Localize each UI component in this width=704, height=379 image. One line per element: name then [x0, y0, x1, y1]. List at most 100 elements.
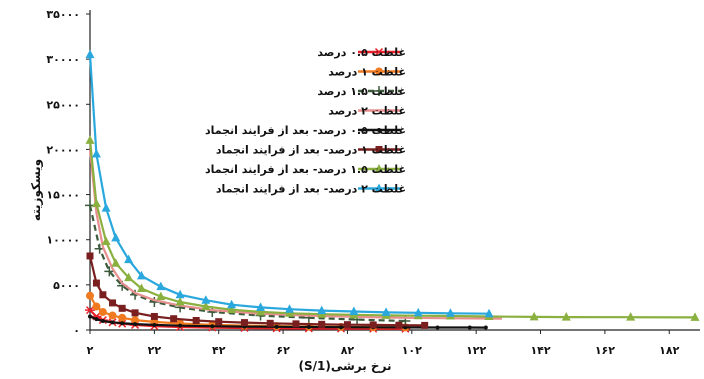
- data-point: [175, 297, 185, 306]
- y-tick-label: ۱۵۰۰۰: [46, 189, 80, 202]
- x-tick-label: ۱۲۲: [466, 344, 486, 357]
- data-point: [369, 321, 377, 329]
- data-point: [85, 135, 95, 144]
- x-tick-label: ۱۸۲: [659, 344, 679, 357]
- legend-label: غلظت ۲ درصد- بعد از فرایند انجماد: [216, 183, 406, 196]
- data-point: [215, 318, 223, 326]
- legend-item: غلظت ۱.۵ درصد: [317, 85, 406, 98]
- data-point: [92, 302, 101, 311]
- legend-marker: [374, 47, 384, 57]
- legend-item: غلظت ۲ درصد- بعد از فرایند انجماد: [216, 183, 406, 196]
- legend-marker: [377, 128, 381, 132]
- data-point: [175, 289, 185, 299]
- legend-marker: [375, 146, 383, 153]
- data-point: [170, 315, 178, 323]
- legend-label: غلظت ۰.۵ درصد- بعد از فرایند انجماد: [205, 124, 406, 137]
- legend-marker: [375, 67, 383, 76]
- data-point: [285, 304, 295, 313]
- data-point: [120, 321, 125, 326]
- data-point: [150, 312, 158, 320]
- x-tick-label: ۸۲: [341, 344, 355, 357]
- data-point: [317, 305, 327, 315]
- legend-label: غلظت ۲ درصد: [328, 105, 406, 118]
- data-point: [156, 281, 166, 291]
- y-tick-label: ۲۵۰۰۰: [46, 98, 80, 111]
- data-point: [227, 304, 237, 314]
- y-tick-label: ۳۵۰۰۰: [46, 8, 80, 21]
- x-tick-label: ۶۲: [276, 344, 290, 357]
- legend-label: غلظت ۱.۵ درصد- بعد از فرایند انجماد: [205, 163, 406, 176]
- data-point: [124, 254, 134, 264]
- legend-marker: [374, 164, 384, 173]
- data-point: [156, 291, 166, 301]
- data-point: [109, 299, 117, 307]
- legend-item: غلظت ۰.۵ درصد: [317, 46, 406, 59]
- legend-item: غلظت ۱ درصد- بعد از فرایند انجماد: [216, 144, 406, 157]
- data-point: [98, 307, 107, 316]
- y-tick-label: ۲۰۰۰۰: [46, 143, 80, 156]
- x-axis-label: نرخ برشی(1/S): [298, 359, 391, 373]
- x-tick-label: ۴۲: [212, 344, 226, 357]
- x-tick-label: ۲۲: [148, 344, 162, 357]
- data-point: [381, 307, 391, 316]
- x-tick-label: ۱۰۲: [402, 344, 422, 357]
- data-point: [101, 236, 111, 246]
- data-point: [201, 295, 211, 304]
- x-tick-label: ۲: [87, 344, 94, 357]
- legend-item: غلظت ۱.۵ درصد- بعد از فرایند انجماد: [205, 163, 406, 176]
- data-point: [86, 291, 94, 300]
- data-point: [124, 272, 134, 282]
- data-point: [274, 324, 279, 329]
- data-point: [85, 306, 95, 315]
- data-point: [91, 198, 101, 208]
- data-point: [133, 322, 138, 327]
- x-tick-label: ۱۴۲: [530, 344, 550, 357]
- data-point: [92, 279, 100, 287]
- data-point: [152, 322, 157, 327]
- data-point: [413, 307, 423, 317]
- data-point: [403, 325, 408, 330]
- plot-area: [85, 49, 700, 333]
- data-point: [483, 325, 488, 330]
- data-point: [626, 312, 636, 321]
- data-point: [94, 317, 99, 322]
- y-tick-label: ۰: [73, 324, 80, 337]
- data-point: [467, 325, 472, 330]
- data-point: [349, 306, 359, 315]
- data-point: [131, 309, 139, 317]
- data-point: [256, 302, 266, 311]
- data-point: [136, 283, 146, 292]
- data-point: [210, 324, 215, 329]
- legend-item: غلظت ۰.۵ درصد- بعد از فرایند انجماد: [205, 124, 406, 137]
- series-6: [86, 252, 429, 329]
- x-tick-label: ۱۶۲: [595, 344, 615, 357]
- data-point: [484, 308, 494, 318]
- data-point: [100, 318, 105, 323]
- legend-marker: [374, 86, 384, 96]
- data-point: [529, 311, 539, 321]
- legend-label: غلظت ۱ درصد: [328, 66, 406, 79]
- data-point: [292, 320, 300, 328]
- data-point: [88, 314, 92, 319]
- data-point: [118, 313, 127, 322]
- data-point: [256, 306, 266, 316]
- data-point: [240, 319, 248, 327]
- data-point: [108, 311, 117, 320]
- legend-marker: [374, 183, 384, 192]
- data-point: [306, 325, 311, 330]
- x-axis-ticks: ۲ ۲۲ ۴۲ ۶۲ ۸۲ ۱۰۲ ۱۲۲ ۱۴۲ ۱۶۲ ۱۸۲: [87, 330, 680, 357]
- legend-item: غلظت ۲ درصد: [328, 105, 406, 118]
- data-point: [201, 301, 211, 311]
- data-point: [91, 148, 101, 158]
- data-point: [343, 321, 351, 329]
- data-point: [101, 203, 111, 212]
- data-point: [318, 320, 326, 328]
- data-point: [339, 325, 344, 330]
- data-point: [207, 306, 218, 317]
- y-tick-label: ۱۰۰۰۰: [46, 234, 80, 247]
- legend-label: غلظت ۱.۵ درصد: [317, 85, 406, 98]
- series-line: [88, 205, 406, 323]
- legend-item: غلظت ۱ درصد: [328, 66, 406, 79]
- data-point: [178, 323, 183, 328]
- data-point: [421, 321, 429, 329]
